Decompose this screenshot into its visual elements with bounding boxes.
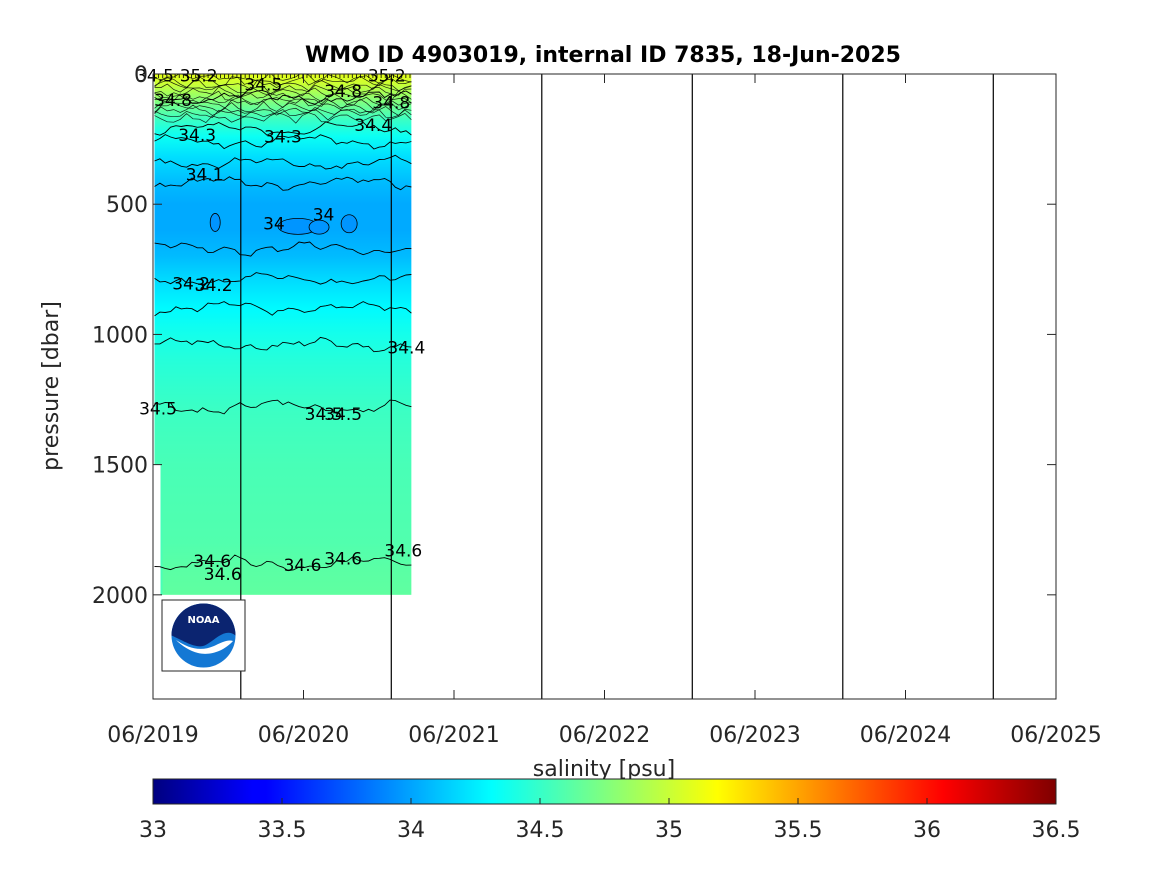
contour-line-34.2	[154, 272, 412, 286]
y-tick-label: 1000	[92, 323, 148, 348]
contour-label: 34.5	[324, 405, 362, 425]
contour-label: 34.6	[324, 549, 362, 569]
near-surface-contour	[154, 90, 412, 103]
contour-line-34.3	[154, 301, 412, 317]
y-axis-title: pressure [dbar]	[39, 301, 64, 471]
contour-line-34.1	[154, 241, 412, 257]
contour-label: 35.2	[368, 66, 406, 86]
contour-label: 34.3	[178, 126, 216, 146]
near-surface-contour	[154, 101, 412, 113]
near-surface-contour	[154, 75, 412, 88]
contour-label: 34.4	[387, 338, 425, 358]
contour-label: 34.8	[154, 91, 192, 111]
contour-label: 34.5	[244, 75, 282, 95]
colorbar	[152, 778, 1057, 805]
data-gap-edge	[160, 464, 163, 595]
near-surface-contour	[154, 112, 412, 124]
low-salinity-patch	[340, 214, 358, 234]
contour-label: 34.2	[195, 276, 233, 296]
colorbar-tick-label: 34.5	[516, 818, 565, 843]
near-surface-contour	[154, 83, 412, 95]
contour-label: 34.4	[354, 116, 392, 136]
x-tick-label: 06/2021	[408, 723, 499, 748]
near-surface-contour	[154, 79, 412, 92]
contour-label: 34.5	[305, 405, 343, 425]
near-surface-contour	[154, 108, 412, 121]
colorbar-tick-label: 34	[397, 818, 425, 843]
y-tick-label: 0	[134, 63, 148, 88]
y-tick-label: 500	[106, 193, 148, 218]
contour-line-34.2	[154, 154, 412, 170]
x-tick-label: 06/2022	[559, 723, 650, 748]
near-surface-contour	[154, 93, 412, 106]
contour-label: 34.6	[284, 556, 322, 576]
contour-label: 35.2	[180, 66, 218, 86]
contour-line-34.1	[154, 176, 412, 191]
x-tick-label: 06/2020	[258, 723, 349, 748]
salinity-field	[154, 74, 412, 595]
x-tick-label: 06/2019	[107, 723, 198, 748]
x-tick-label: 06/2025	[1010, 723, 1101, 748]
contour-label: 34	[263, 215, 285, 235]
contour-label: 34.5	[139, 400, 177, 420]
colorbar-tick-label: 36.5	[1032, 818, 1081, 843]
colorbar-tick-label: 33	[139, 818, 167, 843]
contour-label: 34.6	[204, 565, 242, 585]
plot-area: 34.5 35.2 34.5 35.2 34.8 34.8 34.8 34.3 34.3 34.4…	[92, 63, 1102, 748]
contour-label: 34.8	[324, 82, 362, 102]
contour-line-34.5	[154, 399, 412, 415]
contour-line-34.4	[154, 336, 412, 353]
contour-label: 34.8	[372, 94, 410, 114]
noaa-logo: NOAA	[161, 599, 246, 672]
y-tick-label: 1500	[92, 454, 148, 479]
chart-title: WMO ID 4903019, internal ID 7835, 18-Jun…	[305, 43, 901, 68]
contour-label: 34.5	[136, 66, 174, 86]
contour-label: 34	[313, 206, 335, 226]
low-salinity-patch	[308, 219, 330, 235]
low-salinity-patch	[209, 213, 221, 232]
contour-label: 34.6	[384, 542, 422, 562]
contour-label: 34.6	[193, 552, 231, 572]
contour-line-34.3	[154, 134, 412, 150]
contour-label: 34.1	[186, 165, 224, 185]
near-surface-contour	[154, 86, 412, 99]
x-tick-label: 06/2023	[709, 723, 800, 748]
colorbar-title: salinity [psu]	[533, 757, 675, 782]
near-surface-contour	[154, 104, 412, 116]
contour-line-34.4	[154, 121, 412, 136]
svg-text:NOAA: NOAA	[187, 615, 219, 626]
data-gap	[153, 464, 162, 595]
contour-label: 34.3	[264, 128, 302, 148]
x-tick-label: 06/2024	[860, 723, 951, 748]
colorbar-tick-label: 35.5	[774, 818, 823, 843]
near-surface-contour	[154, 97, 412, 110]
y-tick-label: 2000	[92, 584, 148, 609]
contour-line-34.6	[154, 554, 412, 572]
colorbar-tick-label: 35	[655, 818, 683, 843]
colorbar-tick-label: 36	[913, 818, 941, 843]
colorbar-tick-label: 33.5	[258, 818, 307, 843]
contour-label: 34.2	[172, 275, 210, 295]
